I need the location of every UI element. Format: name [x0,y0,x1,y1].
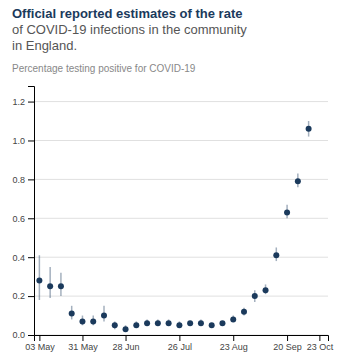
point [306,126,312,132]
x-tick-label: 23 Oct [307,342,334,352]
y-tick-label: 1.2 [12,97,25,107]
point [187,320,193,326]
x-axis-line [35,336,329,342]
x-tick-label: 26 Jul [168,342,192,352]
x-tick: 26 Jul [168,335,192,352]
point [36,278,42,284]
title-line: Official reported estimates of the rate [12,6,242,21]
grid-line [34,257,328,258]
y-tick-mark [28,335,34,336]
y-tick-mark [28,296,34,297]
x-tick-label: 31 May [68,342,98,352]
point [69,311,75,317]
x-axis: 03 May 31 May 28 Jun 26 Jul 23 Aug 20 Sep 23 O… [25,335,334,352]
point [230,316,236,322]
x-tick-label: 03 May [25,342,55,352]
x-tick-label: 28 Jun [113,342,140,352]
y-tick: 0.8 [12,175,34,185]
grid-line [34,218,328,219]
x-tick-label: 20 Sep [273,342,302,352]
y-tick-mark [28,179,34,180]
x-tick-mark [82,335,83,341]
point [79,318,85,324]
y-axis: 0.0 0.2 0.4 0.6 0.8 1.0 1.2 [12,87,34,341]
grid [34,102,328,335]
y-tick-label: 0.2 [12,291,25,301]
point [90,318,96,324]
error-bars [39,121,308,331]
title: Official reported estimates of the rateo… [12,6,247,53]
point [144,320,150,326]
x-tick: 28 Jun [113,335,140,352]
point [198,320,204,326]
point [241,309,247,315]
y-tick-mark [28,257,34,258]
title-line: of COVID-19 infections in the community [12,22,247,37]
point [176,322,182,328]
x-tick: 23 Oct [307,335,334,352]
point [112,322,118,328]
y-tick: 1.2 [12,97,34,107]
point [133,322,139,328]
point [209,322,215,328]
x-tick-mark [179,335,180,341]
point [295,178,301,184]
point [101,313,107,319]
point [47,283,53,289]
y-tick-label: 0.4 [12,253,25,263]
chart: Official reported estimates of the rateo… [0,0,344,359]
y-tick-mark [28,102,34,103]
point [284,209,290,215]
x-tick-label: 23 Aug [220,342,248,352]
y-tick: 0.0 [12,330,34,340]
y-axis-line [28,87,35,336]
x-tick-mark [287,335,288,341]
error-bar [49,267,51,298]
x-tick: 03 May [25,335,55,352]
y-tick-label: 0.6 [12,214,25,224]
x-tick: 23 Aug [220,335,248,352]
x-tick-mark [319,335,320,341]
grid-line [34,179,328,180]
title-line: in England. [12,38,77,53]
x-tick: 31 May [68,335,98,352]
point [219,320,225,326]
y-axis-title: Percentage testing positive for COVID-19 [12,63,196,74]
plot-area [36,121,311,332]
x-tick-mark [126,335,127,341]
grid-line [34,101,328,102]
point [123,326,129,332]
y-tick-label: 0.8 [12,175,25,185]
point [166,320,172,326]
y-tick: 0.6 [12,214,34,224]
y-tick-mark [28,140,34,141]
points [36,126,311,332]
grid-line [34,296,328,297]
point [58,283,64,289]
grid-line [34,140,328,141]
y-tick: 0.4 [12,253,34,263]
y-tick-label: 0.0 [12,330,25,340]
x-tick-mark [39,335,40,341]
y-tick-label: 1.0 [12,136,25,146]
y-tick-mark [28,218,34,219]
point [155,320,161,326]
point [263,287,269,293]
y-tick: 1.0 [12,136,34,146]
y-tick: 0.2 [12,291,34,301]
point [252,293,258,299]
x-tick: 20 Sep [273,335,302,352]
x-tick-mark [233,335,234,341]
point [273,252,279,258]
